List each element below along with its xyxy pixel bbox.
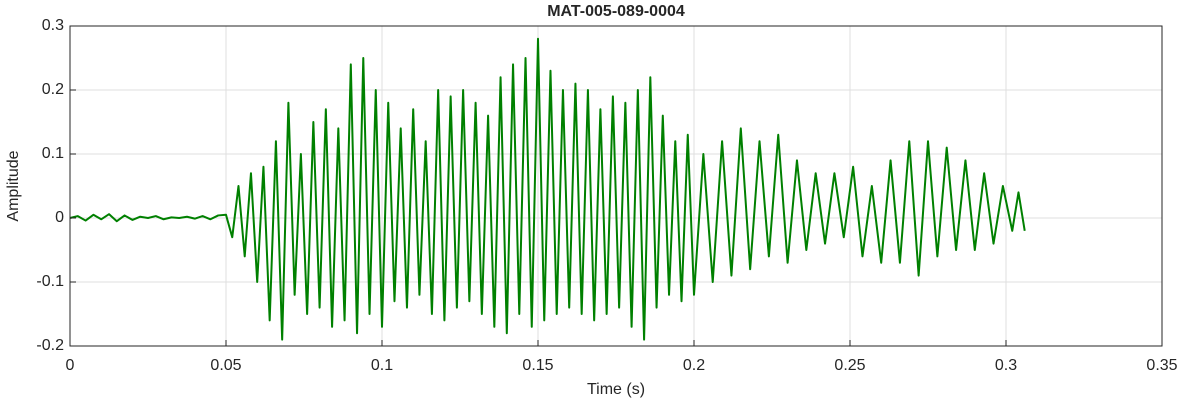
y-tick-label: -0.2 (36, 337, 64, 354)
y-tick-label: 0.3 (42, 17, 64, 34)
axes-box (69, 25, 1163, 347)
x-tick-label: 0.05 (210, 357, 241, 374)
x-tick-label: 0.15 (522, 357, 553, 374)
chart-title: MAT-005-089-0004 (547, 3, 685, 20)
y-tick-label: 0.1 (42, 145, 64, 162)
waveform-line (69, 37, 1026, 341)
y-tick-label: -0.1 (36, 273, 64, 290)
plot (69, 37, 1026, 341)
y-axis-label: Amplitude (5, 150, 22, 221)
y-tick-label: 0 (55, 209, 64, 226)
x-tick-label: 0.3 (995, 357, 1017, 374)
x-tick-label: 0.25 (834, 357, 865, 374)
x-tick-label: 0.35 (1146, 357, 1177, 374)
x-tick-label: 0.2 (683, 357, 705, 374)
x-tick-label: 0 (66, 357, 75, 374)
x-tick-label: 0.1 (371, 357, 393, 374)
x-axis-label: Time (s) (587, 381, 645, 398)
y-tick-label: 0.2 (42, 81, 64, 98)
